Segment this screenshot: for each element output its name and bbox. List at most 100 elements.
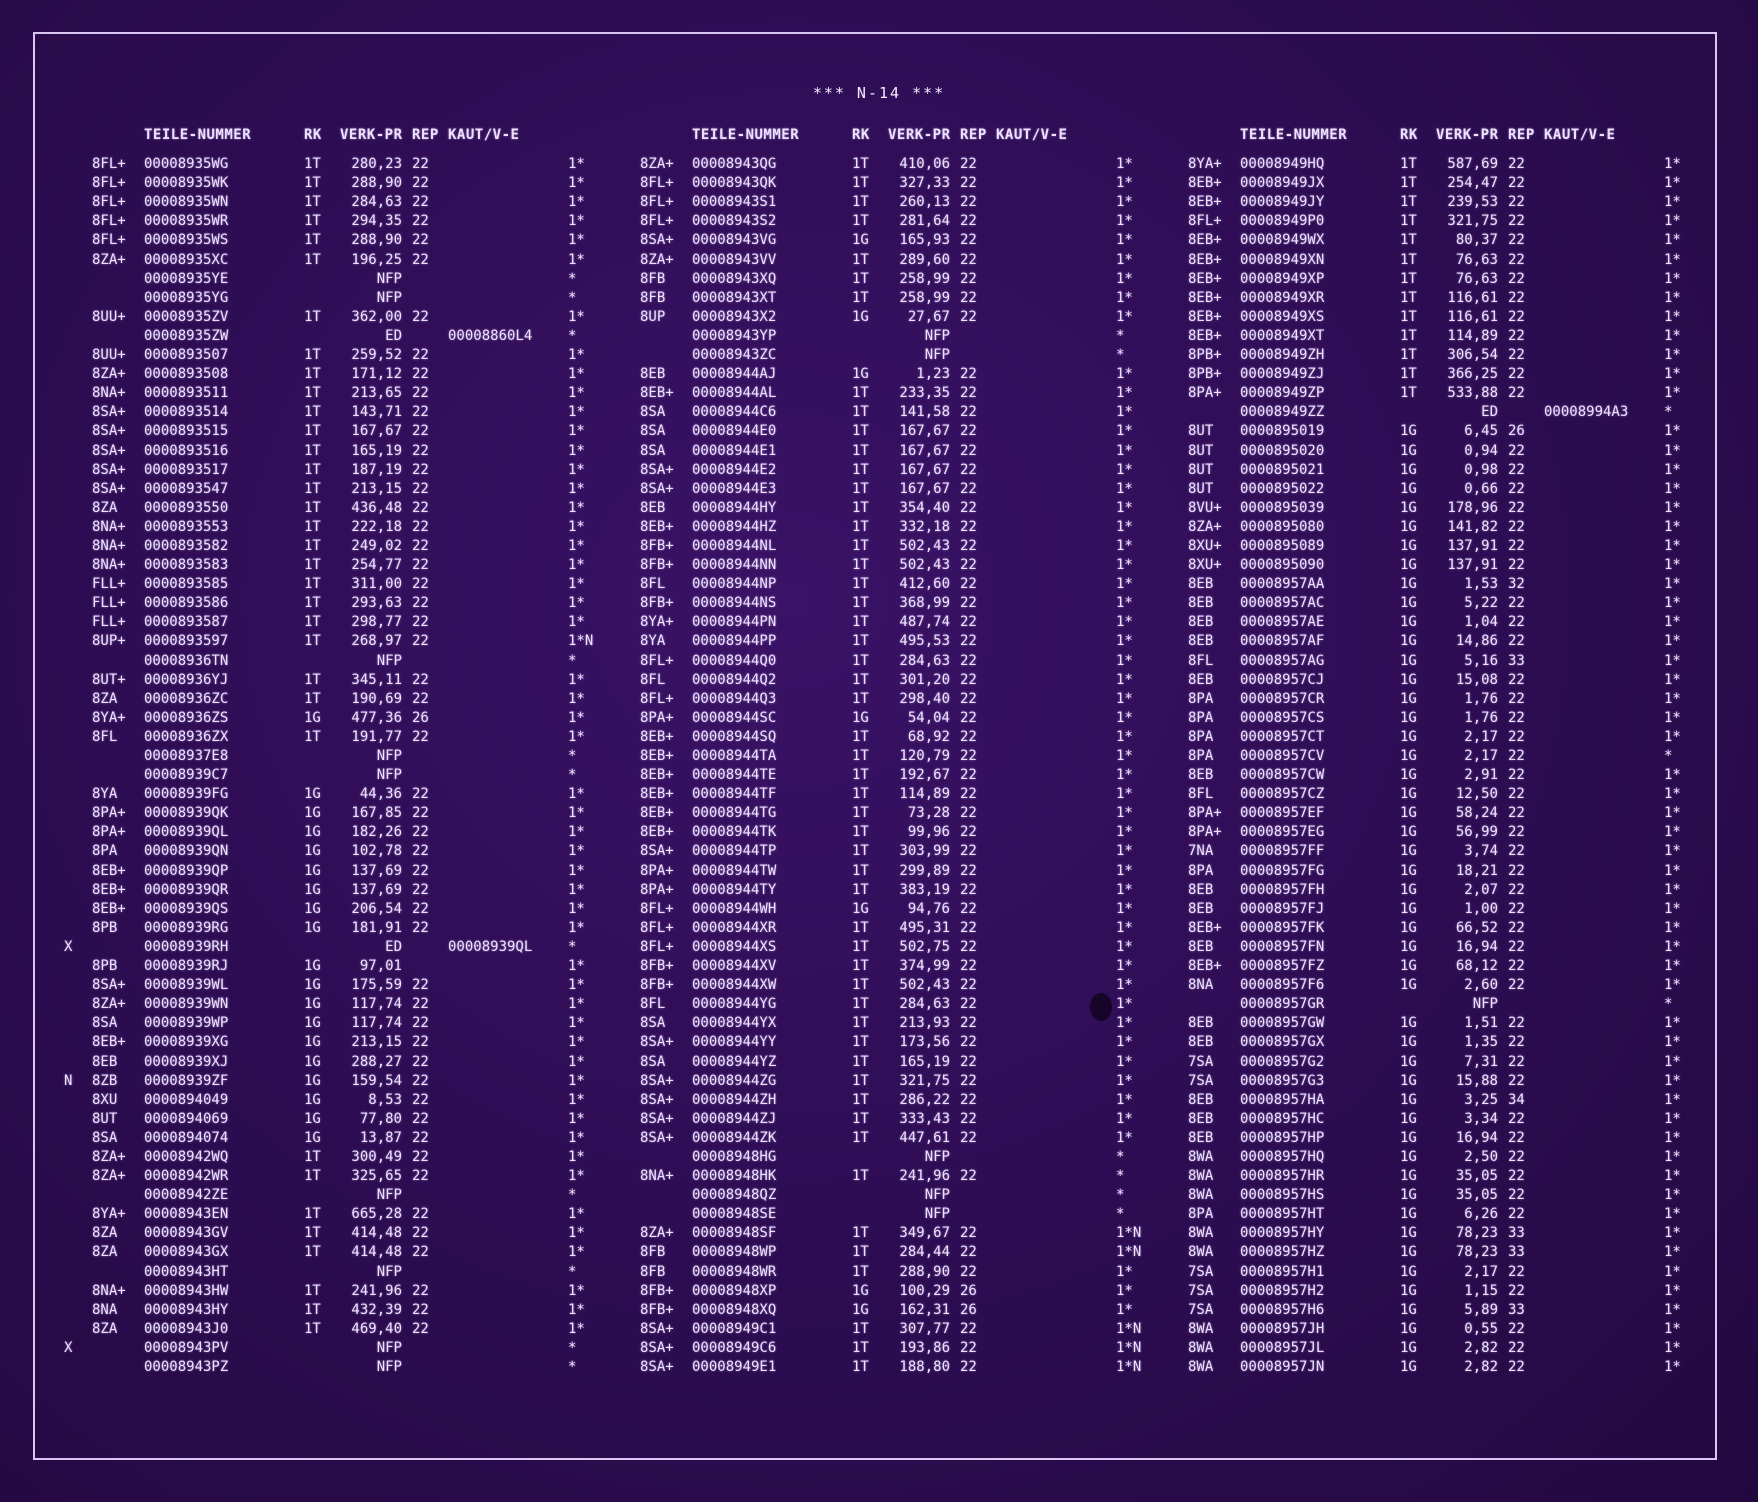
group-code: 8FL+ [92, 213, 126, 230]
ve-code: 1* [1116, 958, 1133, 975]
group-code: 8ZA+ [92, 366, 126, 383]
part-number: 00008939QP [144, 862, 229, 879]
group-code: 8UP [640, 308, 666, 325]
table-row: 8EB+ 00008949JY 1T 239,53 22 1* [1160, 193, 1690, 212]
rep-code: 22 [412, 862, 429, 879]
group-code: 8ZA [92, 1244, 118, 1261]
group-code: 8EB+ [640, 385, 674, 402]
row-marker: N [64, 1072, 73, 1089]
ve-code: 1* [1116, 862, 1133, 879]
ve-code: 1* [1664, 919, 1681, 936]
table-row: 8SA 00008944YZ 1T 165,19 22 1* [612, 1053, 1142, 1072]
part-number: 00008949ZH [1240, 347, 1325, 364]
ve-code: 1* [1664, 938, 1681, 955]
sales-price: 94,76 [907, 900, 950, 917]
sales-price: 114,89 [899, 786, 950, 803]
rk-code: 1T [304, 404, 321, 421]
group-code: 8SA [640, 423, 666, 440]
rk-code: 1T [852, 404, 869, 421]
part-number: 00008944TF [692, 786, 777, 803]
sales-price: 288,90 [351, 232, 402, 249]
table-row: 8ZA+ 00008939WN 1G 117,74 22 1* [64, 995, 594, 1014]
sales-price: NFP [376, 767, 402, 784]
table-row: 8EB+ 00008939QR 1G 137,69 22 1* [64, 881, 594, 900]
ve-code: 1* [1116, 652, 1133, 669]
sales-price: 66,52 [1455, 919, 1498, 936]
group-code: 8EB [92, 1053, 118, 1070]
rk-code: 1G [1400, 919, 1417, 936]
group-code: 8SA+ [640, 232, 674, 249]
table-row: 8ZA 0000893550 1T 436,48 22 1* [64, 499, 594, 518]
rep-code: 22 [1508, 633, 1525, 650]
rep-code: 22 [960, 805, 977, 822]
part-number: 00008939RJ [144, 958, 229, 975]
table-row: 8FB+ 00008948XP 1G 100,29 26 1* [612, 1282, 1142, 1301]
rep-code: 22 [412, 1091, 429, 1108]
table-row: 8EB+ 00008949XP 1T 76,63 22 1* [1160, 270, 1690, 289]
sales-price: 137,91 [1447, 557, 1498, 574]
ve-code: 1* [568, 1168, 585, 1185]
sales-price: 307,77 [899, 1320, 950, 1337]
group-code: 8SA+ [92, 977, 126, 994]
table-row: 8EB+ 00008949WX 1T 80,37 22 1* [1160, 231, 1690, 250]
table-row: 8SA+ 00008944E2 1T 167,67 22 1* [612, 461, 1142, 480]
sales-price: 303,99 [899, 843, 950, 860]
rep-code: 22 [412, 1282, 429, 1299]
table-row: 8EB 00008957AF 1G 14,86 22 1* [1160, 632, 1690, 651]
sales-price: 178,96 [1447, 499, 1498, 516]
rk-code: 1T [852, 938, 869, 955]
sales-price: 1,23 [916, 366, 950, 383]
group-code: 8PA [1188, 709, 1214, 726]
table-row: 8YA+ 00008943EN 1T 665,28 22 1* [64, 1205, 594, 1224]
sales-price: 2,82 [1464, 1359, 1498, 1375]
ve-code: 1* [568, 614, 585, 631]
rep-code: 22 [1508, 900, 1525, 917]
group-code: 8WA [1188, 1339, 1214, 1356]
group-code: 8ZA [92, 690, 118, 707]
sales-price: 27,67 [907, 308, 950, 325]
group-code: 8SA+ [640, 461, 674, 478]
ink-smudge [1090, 993, 1112, 1021]
group-code: 8YA+ [92, 1206, 126, 1223]
part-number: 00008957CR [1240, 690, 1325, 707]
group-code: 8ZA+ [92, 251, 126, 268]
ve-code: 1* [568, 958, 585, 975]
sales-price: 167,85 [351, 805, 402, 822]
table-row: 8UT 0000895022 1G 0,66 22 1* [1160, 480, 1690, 499]
part-number: 00008944XS [692, 938, 777, 955]
group-code: 8FL [1188, 652, 1214, 669]
parts-column-1: TEILE-NUMMER RK VERK-PR REP KAUT/V-E 8FL+ 0000… [64, 126, 594, 1377]
rep-code: 22 [412, 366, 429, 383]
rep-code: 22 [412, 385, 429, 402]
group-code: 8FB+ [640, 958, 674, 975]
group-code: 8YA+ [640, 614, 674, 631]
ve-code: 1* [568, 576, 585, 593]
rep-code: 22 [960, 270, 977, 287]
ve-code: 1* [1664, 251, 1681, 268]
part-number: 00008935XC [144, 251, 229, 268]
rep-code: 22 [960, 614, 977, 631]
part-number: 00008949C1 [692, 1320, 777, 1337]
table-row: FLL+ 0000893585 1T 311,00 22 1* [64, 575, 594, 594]
part-number: 00008957JN [1240, 1359, 1325, 1375]
sales-price: 286,22 [899, 1091, 950, 1108]
sales-price: NFP [376, 289, 402, 306]
part-number: 00008944XV [692, 958, 777, 975]
ve-code: 1* [1116, 576, 1133, 593]
sales-price: 260,13 [899, 194, 950, 211]
part-number: 0000893516 [144, 442, 229, 459]
sales-price: 254,77 [351, 557, 402, 574]
sales-price: 298,40 [899, 690, 950, 707]
part-number: 00008957HR [1240, 1168, 1325, 1185]
group-code: 8PB [92, 958, 118, 975]
sales-price: 171,12 [351, 366, 402, 383]
sales-price: 167,67 [899, 423, 950, 440]
rk-code: 1T [1400, 194, 1417, 211]
header-rep: REP [1508, 127, 1535, 143]
table-row: 8FL+ 00008944XS 1T 502,75 22 1* [612, 938, 1142, 957]
group-code: 8EB+ [1188, 308, 1222, 325]
part-number: 0000893517 [144, 461, 229, 478]
part-number: 00008948SF [692, 1225, 777, 1242]
group-code: FLL+ [92, 576, 126, 593]
rk-code: 1G [1400, 748, 1417, 764]
